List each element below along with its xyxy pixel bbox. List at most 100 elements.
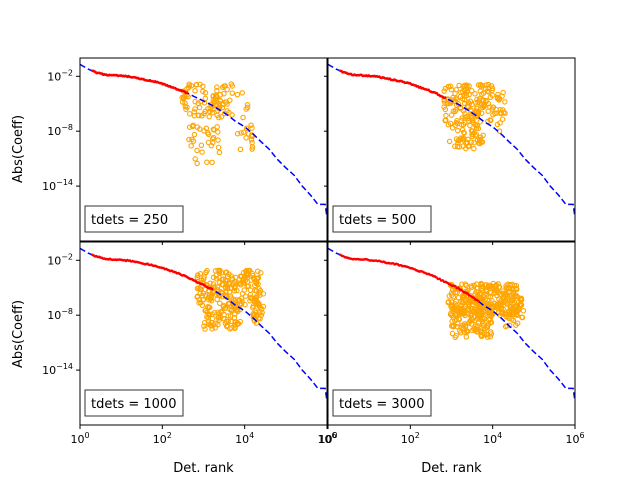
sampled-point xyxy=(513,322,519,328)
sampled-point xyxy=(478,83,484,90)
sampled-point xyxy=(488,313,494,320)
sampled-point xyxy=(483,331,489,338)
sampled-point xyxy=(445,83,452,90)
sampled-point xyxy=(201,274,207,280)
x-tick-label: 106 xyxy=(565,431,584,446)
sampled-point xyxy=(258,270,264,276)
sampled-point xyxy=(463,145,469,152)
reference-curve xyxy=(328,247,575,402)
sampled-point xyxy=(488,117,494,124)
sampled-point xyxy=(186,83,193,89)
sampled-point xyxy=(248,136,255,143)
sampled-point xyxy=(474,113,481,120)
sampled-point xyxy=(448,310,454,316)
sampled-point xyxy=(454,289,461,296)
sampled-point xyxy=(249,125,255,131)
selected-point xyxy=(456,286,460,290)
sampled-point xyxy=(255,275,261,282)
panel-label: tdets = 500 xyxy=(339,213,416,228)
x-axis-label-right: Det. rank xyxy=(421,461,482,476)
sampled-point xyxy=(448,312,455,319)
sampled-point xyxy=(186,136,192,143)
sampled-point xyxy=(480,97,487,104)
sampled-point xyxy=(475,111,482,117)
selected-point xyxy=(438,277,441,281)
sampled-point xyxy=(210,93,216,100)
sampled-point xyxy=(488,331,495,337)
sampled-point xyxy=(467,122,473,129)
sampled-point xyxy=(242,301,248,308)
sampled-point xyxy=(485,81,492,88)
sampled-point xyxy=(229,90,236,96)
sampled-point xyxy=(492,282,499,289)
sampled-point xyxy=(212,93,219,100)
sampled-point xyxy=(493,106,499,113)
sampled-point xyxy=(249,144,256,150)
selected-point xyxy=(443,96,447,99)
sampled-point xyxy=(219,269,225,276)
sampled-point xyxy=(225,301,232,307)
sampled-point xyxy=(482,282,488,288)
sampled-point xyxy=(454,120,461,127)
sampled-point xyxy=(208,295,214,301)
y-tick-label: 10−2 xyxy=(47,252,73,267)
sampled-point xyxy=(234,130,241,137)
sampled-point xyxy=(247,291,254,298)
sampled-point xyxy=(213,272,219,279)
sampled-point xyxy=(220,304,227,310)
sampled-point xyxy=(468,310,474,317)
sampled-point xyxy=(209,159,215,166)
sampled-point xyxy=(461,305,467,311)
sampled-point xyxy=(231,322,238,328)
sampled-point xyxy=(454,127,461,134)
sampled-point xyxy=(245,131,252,137)
sampled-point xyxy=(191,112,198,119)
sampled-point xyxy=(464,89,470,95)
sampled-point xyxy=(228,307,235,314)
sampled-point xyxy=(456,137,462,143)
sampled-point xyxy=(183,106,189,113)
sampled-point xyxy=(205,294,212,300)
sampled-point xyxy=(478,285,485,292)
sampled-point xyxy=(182,103,189,110)
sampled-point xyxy=(223,282,229,288)
panel-2: tdets = 500 xyxy=(324,57,576,245)
sampled-point xyxy=(498,301,504,308)
sampled-point xyxy=(214,84,220,90)
sampled-point xyxy=(206,311,212,317)
sampled-point xyxy=(230,296,236,302)
sampled-point xyxy=(215,309,221,316)
sampled-point xyxy=(220,281,226,288)
sampled-point xyxy=(251,282,258,289)
x-tick-label: 104 xyxy=(483,431,502,446)
sampled-point xyxy=(466,143,472,149)
sampled-point xyxy=(199,149,205,155)
sampled-point xyxy=(497,120,503,126)
sampled-point xyxy=(201,323,207,329)
sampled-point xyxy=(510,311,517,318)
sampled-point xyxy=(213,276,220,282)
sampled-point xyxy=(517,297,524,303)
sampled-point xyxy=(243,135,249,141)
sampled-point xyxy=(452,300,458,307)
sampled-point xyxy=(478,139,484,145)
sampled-point xyxy=(227,326,233,332)
sampled-point xyxy=(465,99,471,106)
sampled-point xyxy=(190,122,196,128)
sampled-point xyxy=(442,100,448,107)
sampled-point xyxy=(484,291,490,297)
sampled-point xyxy=(254,268,261,275)
sampled-point xyxy=(215,137,221,143)
sampled-point xyxy=(446,138,453,145)
sampled-point xyxy=(499,107,506,113)
sampled-point xyxy=(460,108,467,114)
sampled-point xyxy=(480,320,486,327)
x-axis-label-left: Det. rank xyxy=(173,461,234,476)
sampled-point xyxy=(206,304,212,310)
sampled-point xyxy=(209,326,215,332)
x-tick-label: 102 xyxy=(401,431,420,446)
sampled-point xyxy=(469,128,476,134)
sampled-point xyxy=(203,269,209,276)
sampled-point xyxy=(477,140,483,147)
sampled-point xyxy=(502,298,509,304)
